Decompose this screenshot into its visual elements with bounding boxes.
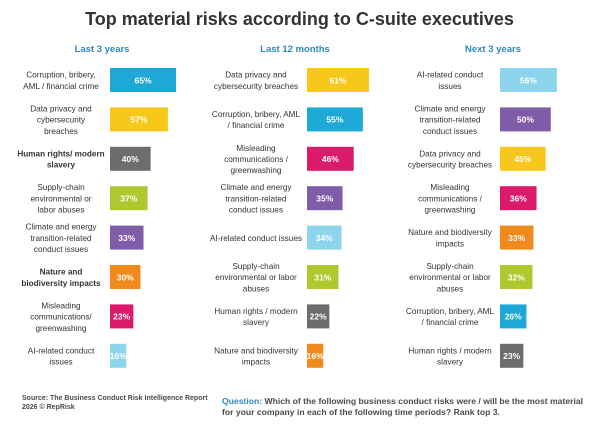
bar	[500, 225, 534, 250]
data-label: 55%	[326, 115, 343, 125]
data-label: 50%	[517, 115, 534, 125]
category-label: Data privacy and cybersecurity breaches	[214, 71, 298, 91]
question-label: Question:	[222, 396, 263, 406]
data-label: 30%	[117, 272, 134, 282]
bar	[110, 343, 127, 368]
bar	[500, 146, 546, 171]
panel-title-last-12-months: Last 12 months	[260, 44, 330, 55]
category-label: Human rights / modern slavery	[214, 307, 298, 327]
category-label: Data privacy and cybersecurity breaches	[408, 149, 492, 169]
bar	[307, 265, 339, 289]
data-label: 26%	[505, 312, 522, 322]
bar	[500, 304, 527, 329]
bar	[307, 146, 354, 171]
bar	[110, 68, 176, 92]
category-label: Corruption, bribery, AML / financial crim…	[23, 71, 99, 91]
source-note: Source: The Business Conduct Risk Intell…	[22, 395, 208, 411]
category-label: AI-related conduct issues	[417, 71, 484, 91]
data-label: 34%	[316, 233, 333, 243]
question-note: Question: Which of the following busines…	[222, 396, 592, 418]
bar	[307, 186, 343, 211]
category-label: Climate and energy transition-related cond…	[26, 223, 98, 254]
bar	[500, 107, 551, 132]
category-label: Supply-chain environmental or labor abuses	[409, 262, 491, 293]
bar	[500, 265, 533, 289]
category-label: Nature and biodiversity impacts	[408, 228, 493, 248]
category-label: Data privacy and cybersecurity breaches	[30, 104, 92, 135]
data-label: 33%	[118, 233, 135, 243]
bar	[110, 304, 134, 329]
data-label: 16%	[307, 351, 324, 361]
data-label: 23%	[503, 351, 520, 361]
category-label: Nature and biodiversity impacts	[21, 268, 101, 288]
bar	[307, 225, 342, 250]
category-label: Climate and energy transition-related cond…	[221, 183, 293, 214]
data-label: 36%	[510, 194, 527, 204]
category-label: Human rights / modern slavery	[408, 346, 492, 366]
category-label: Human rights/ modern slavery	[17, 149, 104, 169]
data-label: 61%	[329, 75, 346, 85]
panel-title-last-3-years: Last 3 years	[74, 44, 130, 55]
data-label: 37%	[120, 194, 137, 204]
data-label: 56%	[520, 75, 537, 85]
bar	[110, 225, 144, 250]
bar	[110, 186, 148, 211]
data-label: 32%	[508, 272, 525, 282]
chart-title: Top material risks according to C-suite …	[85, 9, 514, 29]
bar	[500, 343, 524, 368]
bar	[110, 107, 168, 132]
data-label: 31%	[314, 272, 331, 282]
data-label: 33%	[508, 233, 525, 243]
category-label: Climate and energy transition-related cond…	[415, 104, 487, 135]
bar	[500, 186, 537, 211]
question-text: Which of the following business conduct …	[222, 396, 584, 418]
data-label: 23%	[113, 312, 130, 322]
data-label: 46%	[322, 154, 339, 164]
data-label: 65%	[134, 75, 151, 85]
data-label: 57%	[130, 115, 147, 125]
category-label: Corruption, bribery, AML / financial crim…	[406, 307, 495, 327]
bar	[110, 146, 151, 171]
bar	[307, 304, 330, 329]
bar	[307, 107, 363, 132]
bar	[500, 68, 557, 92]
bar	[307, 343, 324, 368]
panel-title-next-3-years: Next 3 years	[465, 44, 521, 55]
category-label: Supply-chain environmental or labor abuses	[31, 183, 92, 214]
category-label: Misleading communications/greenwashing	[30, 301, 92, 332]
data-label: 45%	[514, 154, 531, 164]
category-label: AI-related conduct issues	[28, 346, 95, 366]
data-label: 35%	[316, 194, 333, 204]
data-label: 16%	[110, 351, 127, 361]
data-label: 40%	[122, 154, 139, 164]
category-label: Misleading communications / greenwashing	[418, 183, 482, 214]
bar	[110, 265, 141, 289]
category-label: AI-related conduct issues	[210, 234, 302, 243]
category-label: Misleading communications / greenwashing	[224, 144, 288, 175]
bar	[307, 68, 369, 92]
category-label: Nature and biodiversity impacts	[214, 346, 299, 366]
category-label: Corruption, bribery, AML / financial crim…	[212, 110, 301, 130]
data-label: 22%	[310, 312, 327, 322]
category-label: Supply-chain environmental or labor abuses	[215, 262, 297, 293]
